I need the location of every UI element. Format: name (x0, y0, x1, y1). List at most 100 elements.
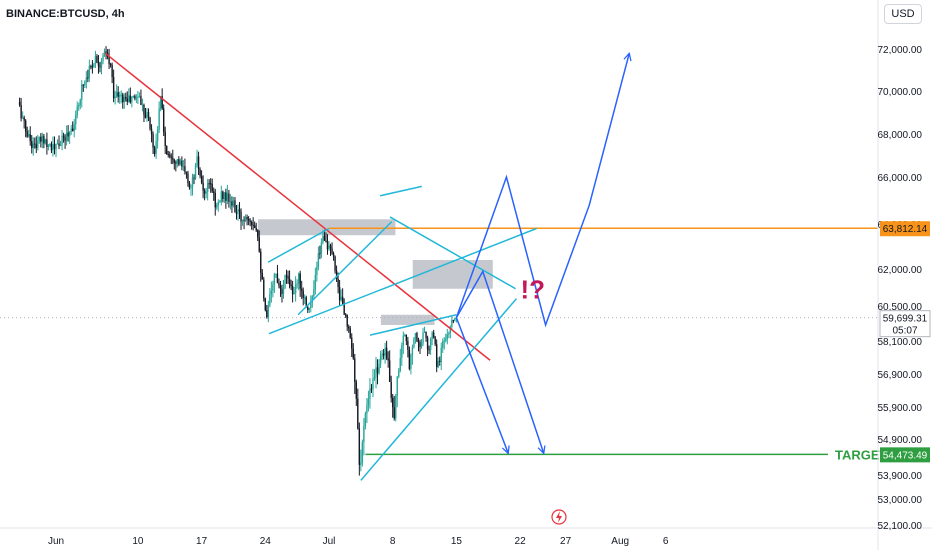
candle-body (91, 66, 94, 68)
candle-body (431, 332, 433, 340)
candle-body (164, 131, 166, 147)
candle-body (96, 56, 98, 63)
candle-body (252, 224, 254, 226)
candle-body (340, 296, 342, 301)
candle-body (384, 347, 386, 356)
candle-body (225, 192, 227, 201)
candle-body (249, 220, 251, 223)
candle-body (126, 98, 128, 102)
candle-body (235, 212, 238, 215)
projection-arrow (455, 53, 629, 328)
candle-body (111, 65, 113, 77)
candle-body (258, 237, 260, 252)
price-tag-label: 54,473.49 (883, 450, 928, 461)
candle-body (44, 139, 47, 144)
candle-body (381, 353, 383, 356)
candle-body (65, 132, 68, 141)
candle-body (68, 131, 71, 137)
candle-body (257, 230, 259, 238)
candle-body (73, 124, 75, 131)
candle-body (319, 253, 321, 255)
candle-body (435, 344, 438, 368)
candle-body (349, 328, 351, 338)
candle-body (297, 273, 300, 284)
candle-body (100, 61, 103, 68)
candle-body (382, 353, 385, 356)
candle-body (407, 341, 409, 350)
candle-body (420, 343, 423, 347)
symbol-title[interactable]: BINANCE:BTCUSD, 4h (6, 8, 125, 20)
candle-body (241, 219, 244, 222)
candle-body (426, 337, 429, 350)
candle-body (191, 177, 194, 188)
candle-body (41, 135, 44, 142)
y-tick-label: 68,000.00 (878, 130, 923, 141)
candle-body (376, 367, 379, 374)
candle-body (238, 209, 241, 212)
x-tick-label: Aug (611, 536, 629, 547)
candle-body (451, 320, 453, 327)
candle-body (222, 191, 224, 200)
candle-body (266, 310, 268, 318)
candle-body (304, 297, 306, 299)
candle-body (272, 284, 274, 291)
candle-body (137, 96, 139, 98)
candle-body (413, 338, 415, 348)
candle-body (223, 192, 226, 200)
candle-body (199, 169, 201, 176)
x-tick-label: 17 (196, 536, 208, 547)
candle-body (316, 266, 318, 276)
candle-body (108, 56, 110, 64)
candle-body (432, 332, 435, 338)
candle-body (337, 279, 339, 287)
candle-body (178, 159, 180, 165)
candle-body (401, 345, 403, 358)
candle-body (117, 92, 119, 97)
candle-body (56, 143, 59, 145)
candle-body (35, 144, 37, 148)
candle-body (425, 331, 427, 338)
projection-arrow (455, 317, 508, 454)
candle-body (76, 106, 78, 116)
candle-body (334, 256, 336, 271)
candle-body (138, 96, 141, 98)
candle-body (243, 219, 245, 221)
candle-body (135, 97, 138, 99)
trend-line (104, 52, 491, 361)
candle-body (416, 333, 418, 342)
candle-body (317, 253, 320, 267)
candle-body (53, 143, 56, 150)
candle-body (240, 211, 242, 222)
candle-body (161, 96, 163, 109)
supply-zone (412, 260, 493, 289)
x-tick-label: 27 (560, 536, 572, 547)
candle-body (331, 248, 333, 254)
candle-body (167, 154, 169, 156)
channel-line (268, 227, 537, 335)
candle-body (275, 273, 277, 275)
candle-body (47, 144, 50, 147)
channel-line (389, 216, 516, 290)
candle-body (399, 357, 401, 371)
candle-body (81, 84, 83, 100)
annotation-label: !? (520, 275, 545, 305)
candle-body (21, 117, 24, 119)
candle-body (158, 108, 160, 130)
candle-body (64, 137, 66, 141)
candle-body (219, 201, 221, 203)
candle-body (193, 177, 195, 179)
candle-body (323, 235, 326, 241)
candle-body (23, 117, 25, 121)
candle-body (197, 156, 200, 170)
candle-body (326, 241, 329, 250)
candle-body (364, 413, 367, 427)
candle-body (31, 141, 33, 148)
currency-button[interactable]: USD (884, 4, 922, 24)
candle-body (152, 134, 154, 148)
candle-body (293, 293, 295, 295)
candle-body (97, 62, 100, 66)
candle-body (84, 81, 86, 86)
